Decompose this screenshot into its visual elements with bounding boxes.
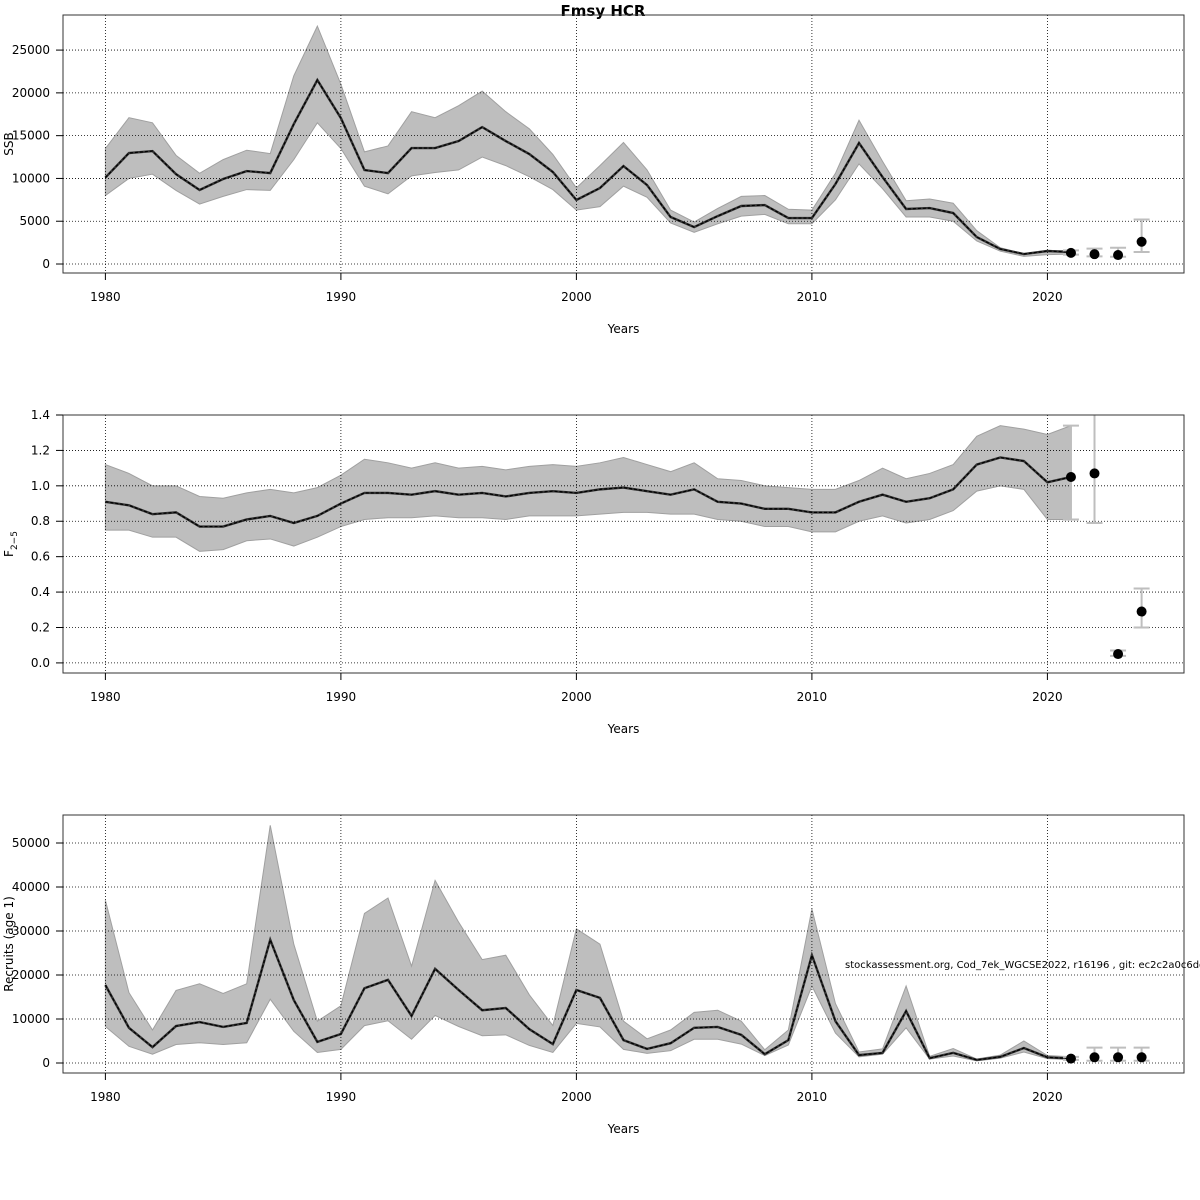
estimate-line-dashed [104, 937, 1071, 1061]
x-tick-label: 1980 [90, 1090, 121, 1104]
y-tick-label: 40000 [12, 880, 50, 894]
forecast-point [1065, 1053, 1076, 1064]
x-tick-label: 2020 [1032, 690, 1063, 704]
y-tick-label: 5000 [19, 214, 50, 228]
forecast-point [1113, 250, 1124, 261]
plot-frame [62, 814, 1185, 1074]
y-tick-label: 25000 [12, 43, 50, 57]
x-tick-label: 1980 [90, 290, 121, 304]
y-tick-label: 0.4 [31, 585, 50, 599]
forecast-point [1136, 236, 1147, 247]
estimate-line-dashed [104, 78, 1071, 255]
x-tick-label: 1990 [326, 690, 357, 704]
forecast-point [1089, 249, 1100, 260]
forecast-point [1136, 606, 1147, 617]
y-tick-label: 0 [42, 257, 50, 271]
estimate-line-dashed [105, 456, 1072, 528]
x-tick-label: 1980 [90, 690, 121, 704]
y-tick-label: 0.6 [31, 550, 50, 564]
x-axis-label: Years [607, 322, 640, 336]
forecast-point [1113, 649, 1124, 660]
x-tick-label: 2020 [1032, 290, 1063, 304]
y-axis-label: Recruits (age 1) [2, 896, 16, 992]
x-tick-label: 2010 [797, 690, 828, 704]
y-axis-label: SSB [2, 132, 16, 155]
panel-1: 1980 1990 2000 2010 2020 0 5000 10000 15000 20000… [2, 14, 1185, 336]
x-tick-label: 2000 [561, 690, 592, 704]
y-tick-label: 20000 [12, 968, 50, 982]
y-axis-label-subscript: 2−5 [10, 531, 20, 550]
plot-area [63, 815, 1184, 1073]
y-tick-label: 0.2 [31, 620, 50, 634]
plot-frame [62, 14, 1185, 274]
forecast-point [1136, 1052, 1147, 1063]
confidence-band [104, 825, 1072, 1062]
x-tick-label: 2020 [1032, 1090, 1063, 1104]
forecast-point [1065, 247, 1076, 258]
forecast-point [1089, 1052, 1100, 1063]
y-tick-label: 1.2 [31, 443, 50, 457]
y-tick-label: 0 [42, 1056, 50, 1070]
y-tick-label: 1.4 [31, 408, 50, 422]
panel-2: 1980 1990 2000 2010 2020 0.0 0.2 0.4 0.6 0.8 1.0 1.… [2, 408, 1185, 736]
x-tick-label: 2010 [797, 1090, 828, 1104]
x-tick-label: 2010 [797, 290, 828, 304]
y-tick-label: 20000 [12, 86, 50, 100]
y-tick-label: 1.0 [31, 479, 50, 493]
x-tick-label: 1990 [326, 1090, 357, 1104]
confidence-band [104, 424, 1072, 552]
forecast-point [1065, 471, 1076, 482]
forecast-point [1113, 1052, 1124, 1063]
chart-title: Fmsy HCR [561, 2, 646, 20]
y-tick-label: 15000 [12, 129, 50, 143]
x-tick-label: 2000 [561, 1090, 592, 1104]
plot-area [63, 15, 1184, 273]
annotation: stockassessment.org, Cod_7ek_WGCSE2022, … [845, 960, 1200, 971]
y-tick-label: 10000 [12, 1012, 50, 1026]
y-axis-label: F2−5 [2, 531, 20, 557]
y-tick-label: 30000 [12, 924, 50, 938]
y-tick-label: 0.8 [31, 514, 50, 528]
plot-frame [62, 414, 1185, 674]
x-tick-label: 1990 [326, 290, 357, 304]
plot-area [63, 415, 1184, 673]
y-tick-label: 50000 [12, 836, 50, 850]
x-axis-label: Years [607, 722, 640, 736]
x-tick-label: 2000 [561, 290, 592, 304]
x-axis-label: Years [607, 1122, 640, 1136]
forecast-point [1089, 468, 1100, 479]
confidence-band [104, 24, 1072, 257]
panel-3: 1980 1990 2000 2010 2020 0 10000 20000 30000 4000… [2, 814, 1185, 1136]
y-tick-label: 10000 [12, 171, 50, 185]
y-tick-label: 0.0 [31, 656, 50, 670]
